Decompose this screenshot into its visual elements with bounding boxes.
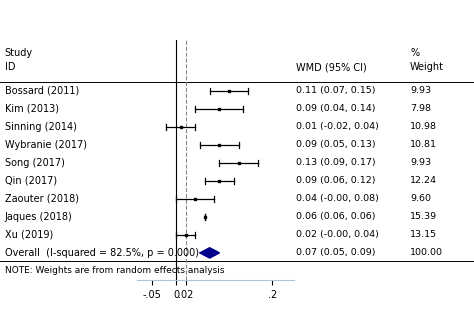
Text: 0.09 (0.04, 0.14): 0.09 (0.04, 0.14): [296, 104, 376, 113]
Text: Bossard (2011): Bossard (2011): [5, 86, 79, 96]
Text: Weight: Weight: [410, 63, 444, 72]
Text: Overall  (I-squared = 82.5%, p = 0.000): Overall (I-squared = 82.5%, p = 0.000): [5, 248, 199, 258]
Text: 13.15: 13.15: [410, 230, 437, 239]
Text: 12.24: 12.24: [410, 176, 437, 185]
Text: 0.09 (0.05, 0.13): 0.09 (0.05, 0.13): [296, 140, 376, 149]
Text: Qin (2017): Qin (2017): [5, 176, 57, 186]
Text: Song (2017): Song (2017): [5, 158, 64, 168]
Text: Wybranie (2017): Wybranie (2017): [5, 140, 87, 150]
Text: 9.93: 9.93: [410, 86, 431, 95]
Text: 7.98: 7.98: [410, 104, 431, 113]
Text: 0.06 (0.06, 0.06): 0.06 (0.06, 0.06): [296, 212, 376, 221]
Text: 0.09 (0.06, 0.12): 0.09 (0.06, 0.12): [296, 176, 376, 185]
Text: Jaques (2018): Jaques (2018): [5, 212, 73, 222]
Text: WMD (95% CI): WMD (95% CI): [296, 63, 367, 72]
Text: %: %: [410, 48, 419, 58]
Text: 15.39: 15.39: [410, 212, 437, 221]
Text: 100.00: 100.00: [410, 248, 443, 258]
Text: 0.11 (0.07, 0.15): 0.11 (0.07, 0.15): [296, 86, 376, 95]
Text: Zaouter (2018): Zaouter (2018): [5, 194, 79, 204]
Text: 9.93: 9.93: [410, 158, 431, 167]
Text: 10.98: 10.98: [410, 122, 437, 131]
Text: Kim (2013): Kim (2013): [5, 104, 59, 114]
Text: 0.07 (0.05, 0.09): 0.07 (0.05, 0.09): [296, 248, 376, 258]
Text: Study: Study: [5, 48, 33, 58]
Polygon shape: [200, 248, 219, 258]
Text: ID: ID: [5, 63, 15, 72]
Text: Xu (2019): Xu (2019): [5, 230, 53, 240]
Text: 0.04 (-0.00, 0.08): 0.04 (-0.00, 0.08): [296, 194, 379, 203]
Text: 0.01 (-0.02, 0.04): 0.01 (-0.02, 0.04): [296, 122, 379, 131]
Text: 0.13 (0.09, 0.17): 0.13 (0.09, 0.17): [296, 158, 376, 167]
Text: 9.60: 9.60: [410, 194, 431, 203]
Text: Sinning (2014): Sinning (2014): [5, 122, 77, 132]
Text: NOTE: Weights are from random effects analysis: NOTE: Weights are from random effects an…: [5, 267, 224, 276]
Text: 0.02 (-0.00, 0.04): 0.02 (-0.00, 0.04): [296, 230, 379, 239]
Text: 10.81: 10.81: [410, 140, 437, 149]
